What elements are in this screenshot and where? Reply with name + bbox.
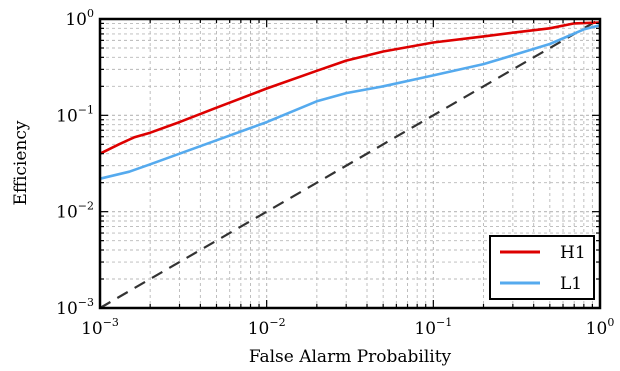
y-tick-label: 100 bbox=[65, 7, 94, 30]
x-tick-label: 10−2 bbox=[248, 316, 286, 339]
x-tick-label: 100 bbox=[586, 316, 615, 339]
legend: H1 L1 bbox=[489, 235, 595, 300]
legend-l1-label: L1 bbox=[560, 274, 582, 294]
series-line-l1 bbox=[99, 24, 601, 180]
y-tick-label: 10−1 bbox=[56, 103, 94, 126]
tick-layer bbox=[99, 18, 601, 309]
legend-box bbox=[489, 235, 595, 300]
x-tick-label: 10−3 bbox=[81, 316, 119, 339]
tick-label-layer: 10−3 10−2 10−1 100 10−3 10−2 10−1 100 bbox=[56, 7, 614, 339]
plot-frame bbox=[98, 17, 602, 310]
series-layer bbox=[99, 21, 601, 180]
reference-layer bbox=[99, 18, 601, 309]
y-tick-label: 10−2 bbox=[56, 200, 94, 223]
y-tick-label: 10−3 bbox=[56, 296, 94, 319]
series-line-h1 bbox=[99, 21, 601, 155]
x-axis-title: False Alarm Probability bbox=[249, 347, 452, 367]
reference-diagonal-line bbox=[99, 18, 601, 309]
legend-h1-label: H1 bbox=[560, 243, 586, 263]
y-axis-title: Efficiency bbox=[11, 120, 31, 205]
x-tick-label: 10−1 bbox=[414, 316, 452, 339]
